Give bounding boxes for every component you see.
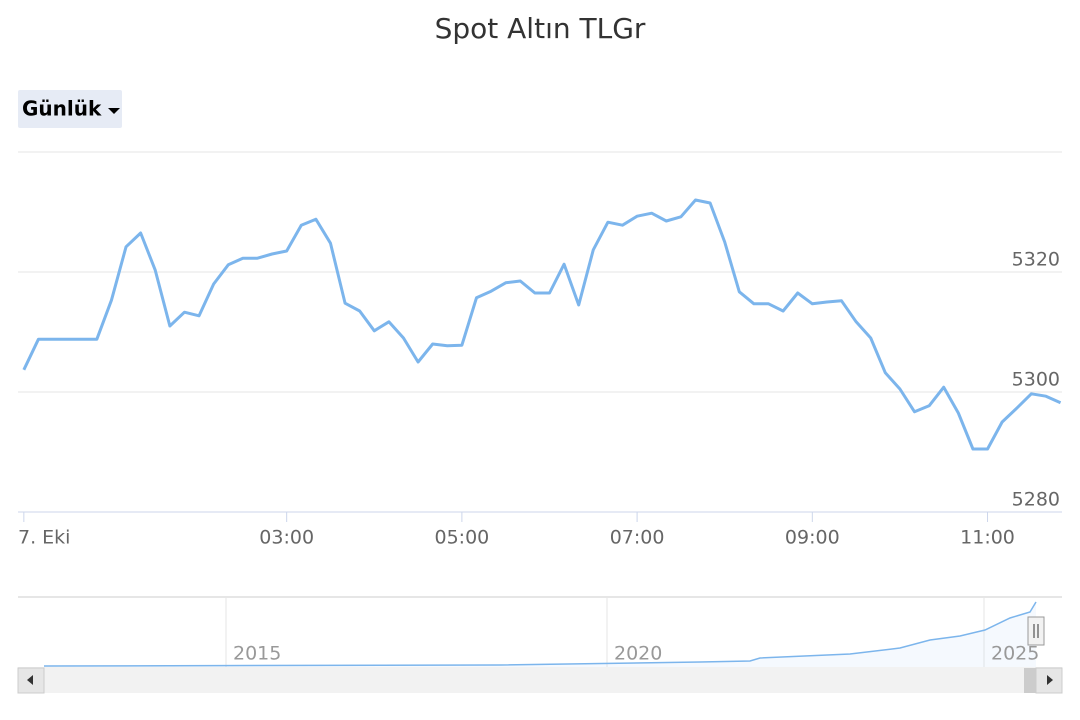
navigator-label: 2015 bbox=[233, 643, 281, 665]
y-tick-label: 5280 bbox=[1012, 489, 1060, 511]
navigator-area bbox=[44, 602, 1036, 667]
chart-title: Spot Altın TLGr bbox=[435, 12, 646, 45]
x-tick-label: 11:00 bbox=[960, 527, 1015, 549]
y-tick-label: 5320 bbox=[1012, 249, 1060, 271]
navigator-handle[interactable] bbox=[1027, 616, 1045, 646]
x-tick-label: 7. Eki bbox=[18, 527, 70, 549]
arrow-right bbox=[1047, 675, 1053, 685]
arrow-left bbox=[27, 675, 33, 685]
x-tick-label: 03:00 bbox=[259, 527, 314, 549]
navigator-line bbox=[43, 601, 1037, 667]
dropdown-arrow bbox=[108, 108, 120, 114]
navigator-bg bbox=[18, 597, 1062, 667]
navigator-label: 2020 bbox=[614, 643, 662, 665]
navigator: 2015 2020 2025 bbox=[18, 596, 1062, 667]
x-tick-label: 05:00 bbox=[434, 527, 489, 549]
scrollbar bbox=[17, 667, 1063, 694]
navigator-label: 2025 bbox=[991, 643, 1039, 665]
y-tick-label: 5300 bbox=[1012, 369, 1060, 391]
scrollbar-track bbox=[18, 667, 1062, 693]
range-button[interactable]: Günlük bbox=[18, 90, 122, 128]
data-line bbox=[22, 198, 1062, 451]
x-tick-label: 09:00 bbox=[785, 527, 840, 549]
button-bg bbox=[18, 90, 122, 128]
button-label: Günlük bbox=[22, 97, 102, 121]
x-tick-label: 07:00 bbox=[610, 527, 665, 549]
scroll-thumb[interactable] bbox=[1024, 668, 1036, 693]
